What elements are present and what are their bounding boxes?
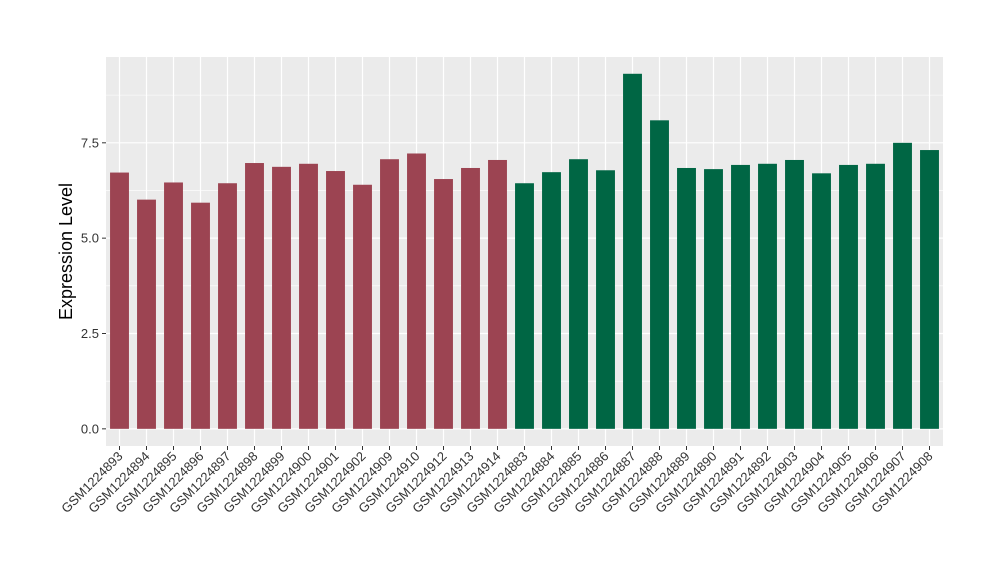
y-tick-label: 5.0 <box>81 231 99 246</box>
bars-group <box>110 73 939 429</box>
bar-gsm1224902 <box>353 184 372 429</box>
bar-gsm1224898 <box>245 163 264 429</box>
bar-gsm1224909 <box>380 159 399 429</box>
bar-gsm1224904 <box>812 173 831 429</box>
bar-gsm1224889 <box>677 167 696 429</box>
bar-gsm1224894 <box>137 199 156 429</box>
bar-gsm1224891 <box>731 164 750 429</box>
bar-gsm1224884 <box>542 172 561 429</box>
bar-gsm1224890 <box>704 169 723 429</box>
bar-gsm1224892 <box>758 163 777 429</box>
y-tick-label: 0.0 <box>81 421 99 436</box>
bar-gsm1224896 <box>191 202 210 429</box>
bar-gsm1224883 <box>515 183 534 429</box>
bar-gsm1224905 <box>839 164 858 429</box>
y-axis-title: Expression Level <box>56 183 76 320</box>
bar-gsm1224901 <box>326 171 345 429</box>
bar-gsm1224893 <box>110 172 129 429</box>
y-tick-label: 7.5 <box>81 135 99 150</box>
bar-gsm1224895 <box>164 182 183 429</box>
bar-gsm1224897 <box>218 183 237 429</box>
y-tick-label: 2.5 <box>81 326 99 341</box>
bar-gsm1224907 <box>893 142 912 429</box>
bar-gsm1224900 <box>299 163 318 429</box>
bar-gsm1224903 <box>785 159 804 429</box>
bar-gsm1224913 <box>461 167 480 429</box>
bar-gsm1224906 <box>866 163 885 429</box>
bar-gsm1224899 <box>272 166 291 429</box>
bar-gsm1224886 <box>596 170 615 429</box>
bar-gsm1224914 <box>488 159 507 429</box>
bar-gsm1224885 <box>569 159 588 429</box>
bar-gsm1224908 <box>920 150 939 429</box>
bar-gsm1224888 <box>650 120 669 429</box>
bar-gsm1224910 <box>407 153 426 429</box>
bar-gsm1224912 <box>434 179 453 429</box>
x-axis: GSM1224893GSM1224894GSM1224895GSM1224896… <box>58 446 936 516</box>
bar-gsm1224887 <box>623 73 642 429</box>
y-axis: 0.0 2.5 5.0 7.5 <box>81 135 106 436</box>
